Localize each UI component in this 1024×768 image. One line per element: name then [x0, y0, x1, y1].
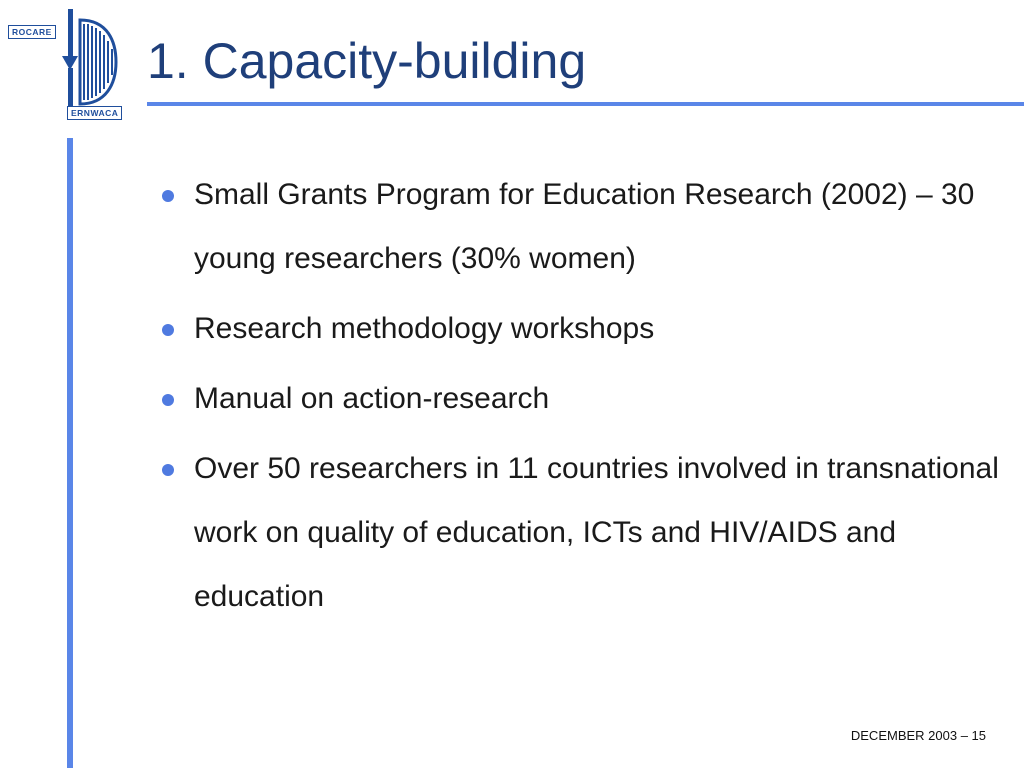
logo-ernwaca-label: ERNWACA: [67, 106, 123, 120]
bullet-dot-icon: [162, 464, 174, 476]
bullet-item: Small Grants Program for Education Resea…: [157, 163, 1007, 291]
title-underline: [147, 102, 1024, 106]
bullet-dot-icon: [162, 394, 174, 406]
bullet-text: Research methodology workshops: [194, 312, 655, 345]
bullet-item: Research methodology workshops: [157, 297, 1007, 361]
left-vertical-rule: [67, 138, 73, 768]
slide-footer: DECEMBER 2003 – 15: [850, 728, 986, 743]
bullet-item: Over 50 researchers in 11 countries invo…: [157, 437, 1007, 629]
bullet-text: Small Grants Program for Education Resea…: [194, 178, 975, 275]
bullet-item: Manual on action-research: [157, 367, 1007, 431]
rocare-ernwaca-logo: ROCARE ERNWACA: [4, 6, 128, 120]
bullet-text: Manual on action-research: [194, 382, 550, 415]
logo-rocare-label: ROCARE: [8, 25, 56, 39]
bullet-dot-icon: [162, 190, 174, 202]
bullet-list: Small Grants Program for Education Resea…: [157, 163, 1007, 635]
bullet-text: Over 50 researchers in 11 countries invo…: [194, 452, 999, 613]
bullet-dot-icon: [162, 324, 174, 336]
logo-emblem-icon: [62, 9, 118, 106]
slide-title: 1. Capacity-building: [147, 33, 587, 89]
